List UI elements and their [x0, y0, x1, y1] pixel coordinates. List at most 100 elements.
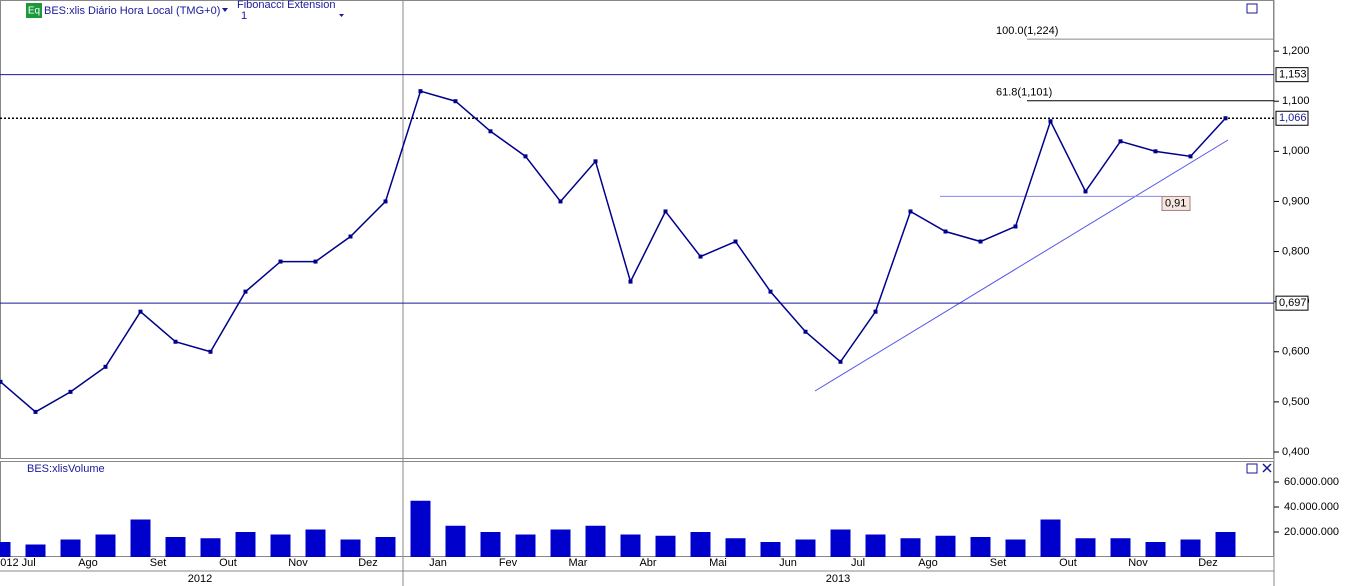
volume-bar [410, 500, 431, 557]
dropdown[interactable] [339, 14, 344, 17]
x-tick-label: Fev [499, 557, 518, 569]
volume-bar [935, 535, 956, 557]
price-point [348, 234, 353, 239]
volume-bar [900, 538, 921, 557]
y-tick-label: 1,200 [1282, 45, 1310, 57]
x-tick-label: Nov [1128, 557, 1148, 569]
volume-bar [760, 542, 781, 557]
x-tick-label: Out [219, 557, 237, 569]
price-point [138, 309, 143, 314]
volume-bar [375, 537, 396, 557]
volume-bar [655, 535, 676, 557]
x-tick-label: Jun [779, 557, 797, 569]
price-point [453, 99, 458, 104]
volume-bar [690, 532, 711, 557]
volume-bar [795, 539, 816, 557]
level-box [1275, 295, 1309, 311]
volume-bar [725, 538, 746, 557]
badge: Eq [28, 6, 40, 17]
volume-bar [1215, 532, 1236, 557]
price-point [873, 309, 878, 314]
fib-label: 61.8(1,101) [996, 87, 1052, 99]
volume-bar [445, 525, 466, 557]
level-box [1275, 110, 1309, 126]
price-point [663, 209, 668, 214]
x-tick-label: Set [990, 557, 1007, 569]
price-point [523, 154, 528, 159]
level-label: 0,697 [1279, 297, 1307, 309]
volume-bar [270, 534, 291, 557]
volume-bar [340, 539, 361, 557]
year-label: 2012 [188, 573, 212, 585]
price-point [1048, 119, 1053, 124]
close[interactable] [1262, 463, 1272, 473]
x-tick-label: Jan [429, 557, 447, 569]
fib-label: 100.0(1,224) [996, 25, 1058, 37]
price-point [278, 259, 283, 264]
price-point [593, 159, 598, 164]
price-point [418, 89, 423, 94]
y-tick-label: 0,900 [1282, 195, 1310, 207]
trend-line [814, 139, 1229, 392]
volume-bar [25, 544, 46, 557]
price-point [978, 239, 983, 244]
price-point [208, 349, 213, 354]
volume-bar [200, 538, 221, 557]
x-tick-label: Ago [78, 557, 98, 569]
y-tick-label: 1,100 [1282, 95, 1310, 107]
volume-bar [1110, 538, 1131, 557]
volume-bar [830, 529, 851, 557]
price-point [0, 379, 3, 384]
y-tick-label: 60.000.000 [1284, 476, 1339, 488]
volume-bar [165, 537, 186, 557]
price-point [628, 279, 633, 284]
x-tick-label: Jul [851, 557, 865, 569]
price-point [1118, 139, 1123, 144]
volume-bar [305, 529, 326, 557]
volume-bar [865, 534, 886, 557]
volume-bar [1005, 539, 1026, 557]
dropdown[interactable] [222, 8, 228, 12]
volume-bar [550, 529, 571, 557]
fib-label: 0,91 [1165, 197, 1186, 209]
price-point [838, 359, 843, 364]
price-point [1188, 154, 1193, 159]
badge-bg [26, 3, 42, 18]
price-point [733, 239, 738, 244]
y-tick-label: 0,500 [1282, 396, 1310, 408]
y-tick-label: 40.000.000 [1284, 501, 1339, 513]
price-point [68, 389, 73, 394]
price-point [173, 339, 178, 344]
volume-bar [585, 525, 606, 557]
study-param: 1 [241, 10, 247, 22]
volume-bar [620, 534, 641, 557]
maximize[interactable] [1246, 3, 1258, 14]
x-tick-label: Dez [358, 557, 378, 569]
volume-bar [1075, 538, 1096, 557]
volume-bar [235, 532, 256, 557]
x-tick-label: Mar [569, 557, 588, 569]
level-label: 1,066 [1279, 112, 1307, 124]
volume-title: BES:xlisVolume [27, 463, 105, 475]
fib-box [1161, 195, 1191, 211]
price-point [313, 259, 318, 264]
price-point [488, 129, 493, 134]
price-point [1153, 149, 1158, 154]
volume-bar [970, 537, 991, 557]
y-tick-label: 0,400 [1282, 446, 1310, 458]
price-point [1083, 189, 1088, 194]
volume-bar [0, 542, 11, 557]
price-point [103, 364, 108, 369]
year-label: 2013 [826, 573, 850, 585]
price-point [908, 209, 913, 214]
price-point [33, 409, 38, 414]
x-tick-label: Nov [288, 557, 308, 569]
price-point [383, 199, 388, 204]
volume-bar [60, 539, 81, 557]
volume-bar [95, 534, 116, 557]
maximize[interactable] [1246, 463, 1258, 474]
volume-bar [1040, 519, 1061, 557]
price-point [698, 254, 703, 259]
y-tick-label: 1,000 [1282, 145, 1310, 157]
